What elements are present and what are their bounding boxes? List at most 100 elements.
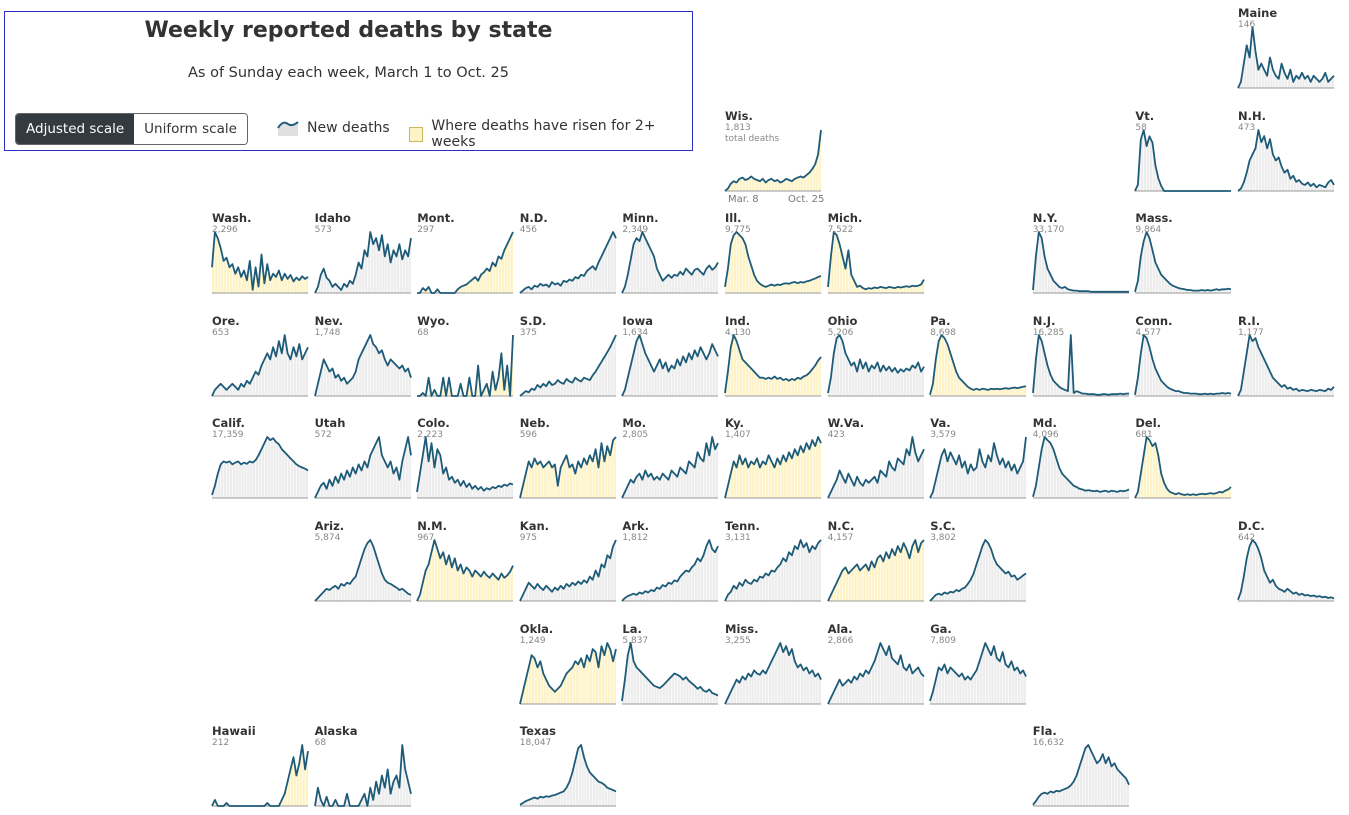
uniform-scale-button[interactable]: Uniform scale xyxy=(134,114,247,144)
state-sparkline xyxy=(519,231,617,294)
adjusted-scale-button[interactable]: Adjusted scale xyxy=(16,114,135,144)
state-tile[interactable]: Ore. 653 xyxy=(211,314,309,405)
state-tile[interactable]: N.M. 967 xyxy=(416,520,515,610)
state-total-deaths: 1,177 xyxy=(1238,327,1264,338)
state-tile[interactable]: Ariz. 5,874 xyxy=(313,519,411,610)
state-tile[interactable]: Conn. 4,577 xyxy=(1134,314,1232,405)
state-tile[interactable]: D.C. 642 xyxy=(1237,520,1335,610)
sparkline-line xyxy=(826,539,925,602)
state-tile[interactable]: Okla. 1,249 xyxy=(518,622,617,713)
state-name: Idaho xyxy=(314,211,351,226)
new-deaths-icon xyxy=(277,121,299,136)
state-tile[interactable]: Iowa 1,634 xyxy=(621,314,720,405)
state-name: S.D. xyxy=(519,313,547,328)
state-tile[interactable]: Va. 3,579 xyxy=(929,417,1028,507)
state-tile[interactable]: Ill. 9,775 xyxy=(724,212,822,302)
state-total-deaths: 2,805 xyxy=(622,430,649,441)
state-tile[interactable]: N.C. 4,157 xyxy=(826,520,925,610)
state-tile[interactable]: Mass. 9,864 xyxy=(1134,212,1232,302)
state-tile[interactable]: Wash. 2,296 xyxy=(211,212,309,302)
sparkline-area xyxy=(1032,745,1129,807)
sparkline-area xyxy=(1135,437,1232,499)
state-tile[interactable]: Vt. 58 xyxy=(1134,109,1232,200)
sparkline-line xyxy=(621,641,719,701)
sparkline-line xyxy=(621,539,720,602)
state-tile[interactable]: Calif. 17,359 xyxy=(211,417,309,507)
state-tile[interactable]: Pa. 8,698 xyxy=(929,314,1027,405)
state-tile[interactable]: Wyo. 68 xyxy=(417,314,515,405)
state-total-deaths: 1,249 xyxy=(519,635,546,646)
header-panel: Weekly reported deaths by state As of Su… xyxy=(4,11,693,151)
state-sparkline xyxy=(313,231,412,294)
state-total-deaths: 9,864 xyxy=(1135,225,1162,236)
state-tile[interactable]: S.D. 375 xyxy=(519,313,617,405)
state-tile[interactable]: Neb. 596 xyxy=(518,417,617,507)
state-total-deaths: 2,866 xyxy=(827,635,854,646)
state-total-deaths: 4,577 xyxy=(1135,327,1162,338)
state-tile[interactable]: Mich. 7,522 xyxy=(826,212,925,302)
state-sparkline xyxy=(826,231,925,294)
state-tile[interactable]: Mont. 297 xyxy=(417,212,515,302)
state-sparkline xyxy=(1237,128,1335,192)
sparkline-line xyxy=(1134,231,1232,293)
state-name: N.D. xyxy=(519,211,548,226)
sparkline-area xyxy=(1032,232,1129,294)
state-tile[interactable]: Texas 18,047 xyxy=(519,725,617,815)
state-tile[interactable]: Mo. 2,805 xyxy=(621,417,720,507)
sparkline-area xyxy=(725,232,821,294)
sparkline-line xyxy=(929,641,1028,701)
state-tile[interactable]: Ala. 2,866 xyxy=(826,622,925,713)
state-total-deaths: 5,837 xyxy=(622,635,649,646)
state-total-deaths: 17,359 xyxy=(212,430,244,441)
state-tile[interactable]: Idaho 573 xyxy=(313,211,412,302)
state-name: N.H. xyxy=(1238,108,1266,123)
state-sparkline xyxy=(929,641,1028,705)
state-tile[interactable]: Wis. 1,813 total deaths Mar. 8 Oct. 25 xyxy=(724,108,824,205)
state-tile[interactable]: N.Y. 33,170 xyxy=(1031,212,1129,302)
state-tile[interactable]: Ky. 1,407 xyxy=(724,417,822,507)
state-tile[interactable]: Maine 146 xyxy=(1237,7,1335,97)
state-tile[interactable]: Ind. 4,130 xyxy=(724,314,822,405)
sparkline-line xyxy=(929,539,1027,602)
state-tile[interactable]: N.J. 16,285 xyxy=(1031,314,1129,405)
state-tile[interactable]: N.D. 456 xyxy=(519,211,617,302)
sparkline-area xyxy=(417,232,514,294)
state-tile[interactable]: Ohio 5,206 xyxy=(826,314,925,405)
state-tile[interactable]: Nev. 1,748 xyxy=(313,314,412,405)
state-sparkline xyxy=(621,641,719,705)
sparkline-line xyxy=(1031,436,1130,498)
state-tile[interactable]: N.H. 473 xyxy=(1237,108,1335,200)
state-total-deaths: 5,874 xyxy=(314,533,341,543)
state-tile[interactable]: Hawaii 212 xyxy=(211,725,309,815)
state-total-deaths: 1,634 xyxy=(622,327,649,338)
state-sparkline xyxy=(826,436,925,499)
state-tile[interactable]: Colo. 2,223 xyxy=(416,417,514,507)
state-total-deaths: 975 xyxy=(519,533,537,543)
state-tile[interactable]: La. 5,837 xyxy=(621,622,719,713)
state-tile[interactable]: Ga. 7,809 xyxy=(929,622,1028,713)
state-tile[interactable]: Ark. 1,812 xyxy=(621,520,720,610)
state-tile[interactable]: Del. 681 xyxy=(1134,417,1232,507)
state-tile[interactable]: Fla. 16,632 xyxy=(1032,725,1130,815)
state-total-deaths: 68 xyxy=(314,738,327,749)
state-tile[interactable]: Kan. 975 xyxy=(518,520,617,610)
state-name: Ariz. xyxy=(314,519,345,533)
state-tile[interactable]: Md. 4,096 xyxy=(1031,417,1130,507)
sparkline-area xyxy=(519,745,616,807)
state-sparkline xyxy=(724,641,822,705)
sparkline-line xyxy=(724,641,822,704)
legend-risen-label: Where deaths have risen for 2+ weeks xyxy=(431,118,656,150)
state-tile[interactable]: S.C. 3,802 xyxy=(929,520,1027,610)
state-sparkline xyxy=(1134,128,1232,192)
state-tile[interactable]: Utah 572 xyxy=(313,416,412,507)
sparkline-area xyxy=(827,540,924,601)
state-name: Utah xyxy=(314,416,346,431)
state-tile[interactable]: Miss. 3,255 xyxy=(724,622,822,713)
state-name: Wis. xyxy=(725,108,753,123)
state-tile[interactable]: R.I. 1,177 xyxy=(1237,314,1335,405)
state-tile[interactable]: Alaska 68 xyxy=(313,725,412,815)
state-tile[interactable]: Minn. 2,349 xyxy=(621,212,720,302)
state-tile[interactable]: Tenn. 3,131 xyxy=(724,520,822,610)
state-sparkline xyxy=(724,231,822,294)
state-tile[interactable]: W.Va. 423 xyxy=(826,417,925,507)
